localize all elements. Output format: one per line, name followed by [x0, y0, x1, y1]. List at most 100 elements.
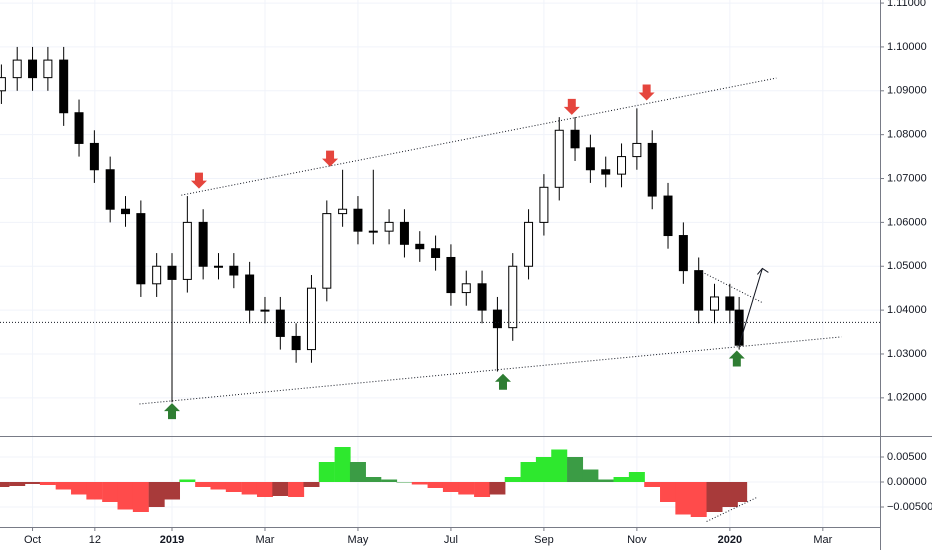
candle-body — [554, 129, 564, 188]
candle-body — [508, 265, 518, 329]
histogram-bar — [132, 482, 149, 512]
y-tick-label: 0.00500 — [887, 451, 927, 463]
signal-arrow — [563, 98, 580, 115]
candle-body — [461, 283, 471, 294]
candle-body — [275, 309, 285, 337]
x-tick-label: 12 — [89, 534, 101, 546]
candle-body — [384, 221, 394, 232]
candle-body — [0, 77, 6, 92]
x-tick-label: Mar — [255, 534, 274, 546]
candle-body — [89, 142, 99, 171]
histogram-bar — [318, 462, 335, 482]
histogram-bar — [535, 457, 552, 482]
candle-body — [353, 208, 363, 232]
candle-body — [338, 208, 348, 215]
candle-body — [291, 335, 301, 351]
signal-arrow — [164, 403, 181, 420]
histogram-bar — [55, 482, 72, 490]
candle-body — [477, 283, 487, 311]
candle-body — [121, 208, 131, 215]
signal-arrow — [190, 172, 207, 189]
histogram-bar — [504, 477, 521, 482]
candle-body — [182, 221, 192, 280]
histogram-bar — [334, 447, 351, 482]
candle-body — [306, 287, 316, 351]
histogram-bar — [24, 482, 41, 484]
candle-body — [198, 221, 208, 267]
histogram-bar — [71, 482, 88, 495]
candle-body — [59, 59, 69, 114]
candle-body — [245, 274, 255, 311]
y-tick-label: 1.09000 — [887, 85, 927, 97]
candle-body — [43, 59, 53, 79]
candle-body — [12, 59, 22, 79]
y-tick-label: 0.00000 — [887, 476, 927, 488]
trend-line — [139, 336, 842, 405]
y-tick-label: 1.02000 — [887, 392, 927, 404]
candle-body — [617, 156, 627, 175]
histogram-bar — [225, 482, 242, 492]
candle-body — [105, 169, 115, 210]
x-tick-label: Jul — [444, 534, 458, 546]
histogram-bar — [442, 482, 459, 492]
histogram-bar — [256, 482, 273, 497]
histogram-bar — [9, 482, 26, 486]
histogram-bar — [520, 462, 537, 482]
histogram-bar — [349, 462, 366, 482]
candle-body — [446, 256, 456, 294]
candle-body — [152, 265, 162, 285]
candle-body — [74, 112, 84, 144]
y-tick-label: 1.06000 — [887, 216, 927, 228]
x-tick-label: Sep — [534, 534, 554, 546]
candle-body — [399, 221, 409, 245]
candle-body — [632, 142, 642, 158]
signal-arrow — [322, 150, 339, 167]
histogram-bar — [0, 482, 10, 487]
trend-line — [181, 77, 777, 196]
y-tick-label: 1.10000 — [887, 41, 927, 53]
histogram-bar — [195, 482, 212, 487]
histogram-bar — [582, 469, 599, 482]
candle-body — [415, 243, 425, 250]
histogram-bar — [644, 482, 661, 487]
histogram-bar — [567, 457, 584, 482]
candle-body — [213, 265, 223, 268]
histogram-bar — [489, 482, 506, 495]
x-tick-label: Mar — [813, 534, 832, 546]
candle-body — [734, 309, 744, 346]
signal-arrow — [638, 84, 655, 101]
candle-body — [28, 59, 38, 79]
histogram-bar — [241, 482, 258, 495]
histogram-bar — [117, 482, 134, 510]
signal-arrow — [494, 373, 511, 390]
x-tick-label: Nov — [627, 534, 647, 546]
x-tick-label: Oct — [24, 534, 41, 546]
candle-body — [229, 265, 239, 276]
candle-body — [585, 147, 595, 171]
candle-body — [524, 221, 534, 267]
y-tick-label: 1.05000 — [887, 260, 927, 272]
candle-body — [663, 195, 673, 237]
candle-body — [710, 296, 720, 311]
histogram-bar — [474, 482, 491, 497]
x-tick-label: 2020 — [718, 534, 742, 546]
histogram-bar — [396, 482, 413, 483]
histogram-bar — [288, 482, 305, 497]
histogram-bar — [210, 482, 227, 490]
histogram-bar — [365, 477, 382, 482]
histogram-bar — [148, 482, 165, 507]
y-tick-label: −0.00500 — [887, 501, 932, 513]
histogram-bar — [86, 482, 103, 500]
histogram-bar — [39, 482, 56, 485]
y-tick-label: 1.11000 — [887, 0, 926, 9]
histogram-bar — [706, 482, 723, 512]
y-tick-label: 1.03000 — [887, 348, 927, 360]
histogram-bar — [731, 482, 748, 502]
histogram-bar — [411, 482, 428, 485]
candle-body — [725, 296, 735, 311]
histogram-bar — [613, 477, 630, 482]
histogram-bar — [179, 479, 196, 482]
y-tick-label: 1.04000 — [887, 304, 927, 316]
candle-body — [260, 309, 270, 312]
